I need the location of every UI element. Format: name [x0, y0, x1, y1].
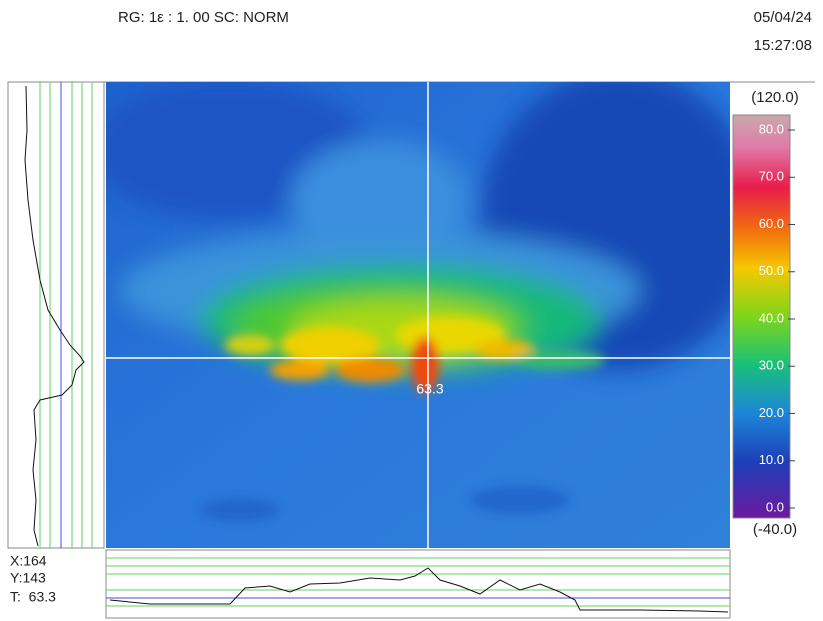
scale-tick-label: 70.0 [759, 169, 784, 184]
settings-text: RG: 1ε : 1. 00 SC: NORM [118, 9, 289, 26]
page: Thermal image viewer {"header": {"settin… [0, 0, 823, 621]
vertical-profile [8, 82, 104, 548]
spot-label: 63.3 [416, 381, 443, 397]
readout-t: T: 63.3 [10, 589, 56, 605]
scale-tick-label: 10.0 [759, 452, 784, 467]
readout-y: Y:143 [10, 570, 46, 586]
scale-tick-label: 50.0 [759, 263, 784, 278]
time-text: 15:27:08 [754, 37, 812, 54]
scale-tick-label: 20.0 [759, 405, 784, 420]
scale-tick-label: 30.0 [759, 358, 784, 373]
thermal-image [90, 70, 760, 548]
horizontal-profile [106, 550, 730, 618]
scale-tick-label: 80.0 [759, 121, 784, 136]
scale-tick-label: 40.0 [759, 310, 784, 325]
viewer: RG: 1ε : 1. 00 SC: NORM 05/04/24 15:27:0… [0, 0, 823, 621]
date-text: 05/04/24 [754, 9, 812, 26]
scale-min-label: (-40.0) [753, 521, 797, 538]
body: RG: 1ε : 1. 00 SC: NORM 05/04/24 15:27:0… [0, 0, 823, 621]
scale-tick-label: 0.0 [766, 499, 784, 514]
readout-x: X:164 [10, 553, 47, 569]
scale-max-label: (120.0) [751, 89, 799, 106]
scale-tick-label: 60.0 [759, 216, 784, 231]
